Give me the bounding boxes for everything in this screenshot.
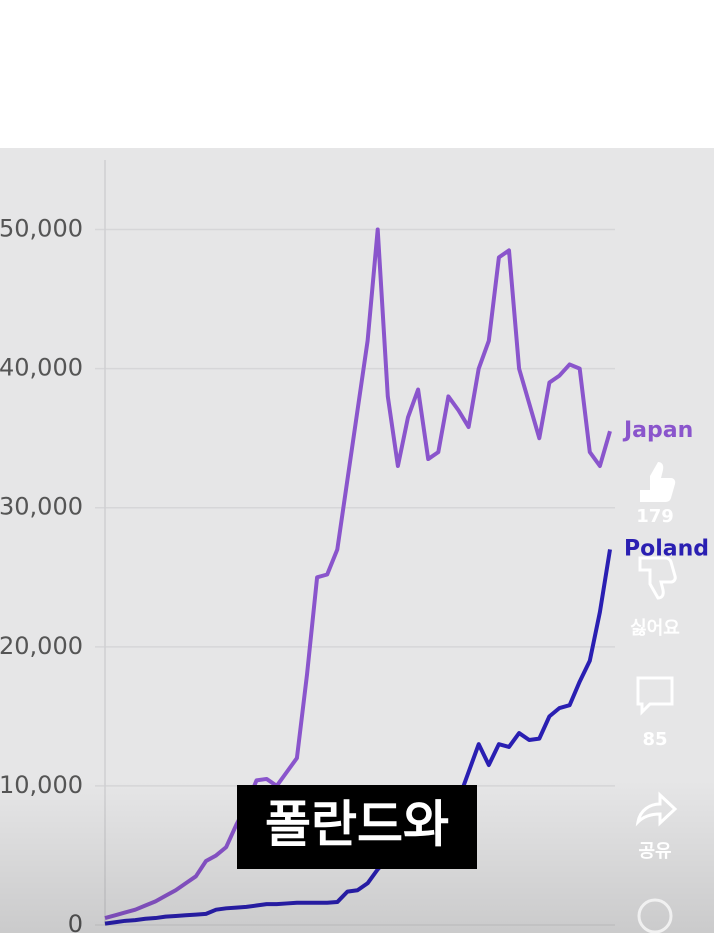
share-label: 공유 bbox=[638, 841, 671, 862]
y-tick-label: 50,000 bbox=[0, 215, 83, 243]
like-button[interactable]: 179 bbox=[636, 462, 676, 527]
top-bar bbox=[0, 0, 714, 148]
caption: 폴란드와 bbox=[265, 796, 449, 854]
series-label: Japan bbox=[622, 418, 693, 443]
like-icon bbox=[640, 462, 676, 502]
comment-button[interactable]: 85 bbox=[636, 676, 674, 750]
dislike-icon bbox=[638, 556, 677, 600]
remix-icon[interactable] bbox=[637, 898, 673, 933]
dislike-button[interactable]: 싫어요 bbox=[630, 556, 680, 639]
caption-box bbox=[237, 785, 477, 869]
y-tick-label: 20,000 bbox=[0, 632, 83, 660]
share-icon bbox=[635, 791, 678, 827]
share-button[interactable]: 공유 bbox=[635, 791, 678, 862]
like-count: 179 bbox=[636, 506, 674, 527]
y-tick-label: 40,000 bbox=[0, 354, 83, 382]
y-tick-label: 30,000 bbox=[0, 493, 83, 521]
dislike-label: 싫어요 bbox=[630, 618, 680, 639]
comment-icon bbox=[636, 676, 674, 716]
chart: 010,00020,00030,00040,00050,000JapanPola… bbox=[0, 160, 709, 933]
comment-count: 85 bbox=[642, 729, 667, 750]
